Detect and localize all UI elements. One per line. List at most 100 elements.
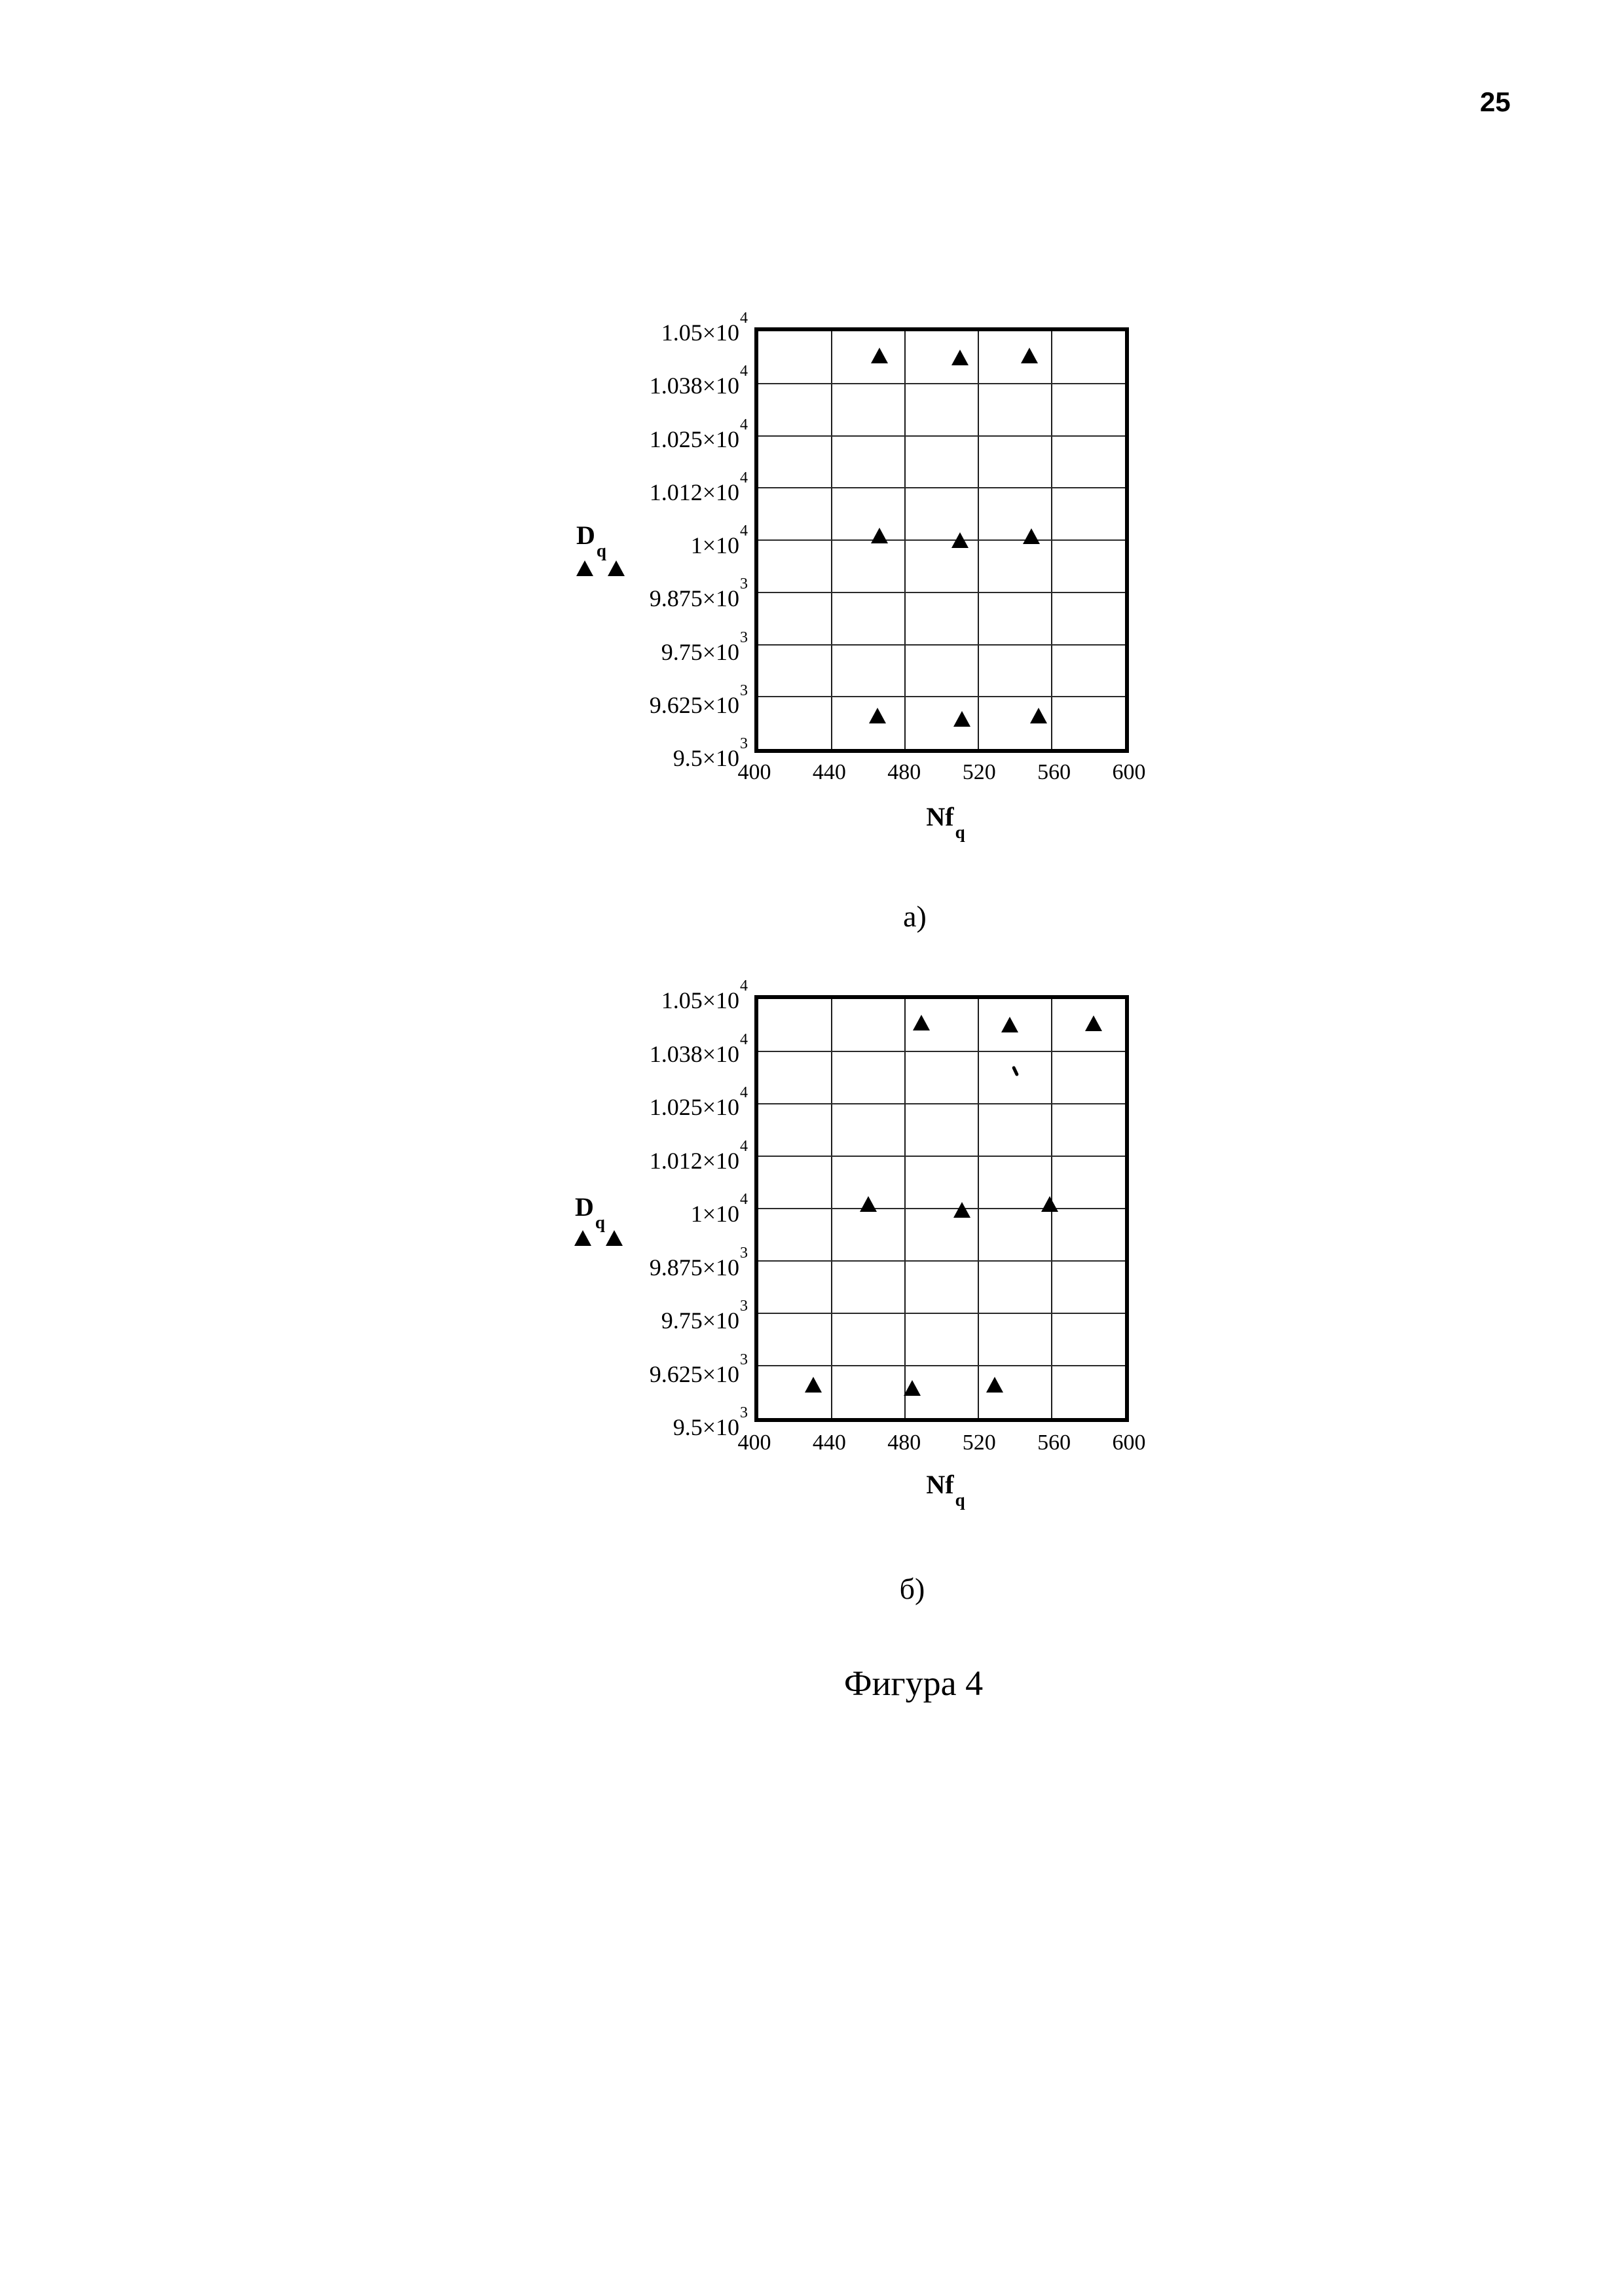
- y-tick-exponent: 3: [740, 735, 748, 752]
- y-tick-exponent: 4: [740, 1137, 748, 1155]
- y-tick-label: 9.875×103: [649, 1245, 748, 1281]
- x-tick-label: 440: [812, 760, 846, 784]
- y-tick-exponent: 4: [740, 1084, 748, 1101]
- y-tick-label: 1.025×104: [650, 1084, 748, 1120]
- y-tick-exponent: 3: [740, 682, 748, 699]
- y-tick-label: 1.012×104: [649, 469, 748, 505]
- y-axis-title-a: Dq: [576, 520, 606, 560]
- figure-caption: Фигура 4: [843, 1664, 984, 1703]
- data-point-triangle: [860, 1195, 877, 1212]
- y-tick-mantissa: 1×10: [690, 532, 739, 558]
- legend-triangle-icon: [576, 560, 593, 576]
- x-axis-tick-labels-a: 400 440 480 520 560 600: [738, 759, 1146, 788]
- y-tick-exponent: 4: [740, 363, 748, 380]
- y-tick-exponent: 3: [740, 1404, 748, 1421]
- data-point-triangle: [1023, 528, 1041, 544]
- y-tick-label: 1.05×104: [661, 977, 748, 1013]
- y-tick-exponent: 4: [740, 1030, 748, 1048]
- y-tick-mantissa: 1.038×10: [649, 373, 739, 399]
- y-tick-mantissa: 1.05×10: [661, 987, 739, 1013]
- y-tick-mantissa: 1.05×10: [661, 319, 739, 346]
- y-tick-mantissa: 1.012×10: [649, 479, 739, 505]
- y-tick-exponent: 4: [740, 310, 748, 327]
- horizontal-gridline: [758, 1365, 1125, 1366]
- y-tick-mantissa: 9.875×10: [649, 585, 739, 612]
- page-number: 25: [1480, 86, 1511, 117]
- data-point-triangle: [870, 527, 888, 543]
- y-tick-exponent: 4: [740, 1191, 748, 1208]
- y-tick-mantissa: 1×10: [690, 1201, 739, 1227]
- data-point-triangle: [1030, 708, 1048, 724]
- horizontal-gridline: [758, 1103, 1125, 1104]
- y-tick-label: 9.625×103: [650, 682, 748, 718]
- data-point-triangle: [1021, 348, 1039, 364]
- data-point-triangle: [951, 349, 969, 365]
- y-tick-label: 9.5×103: [673, 735, 748, 771]
- y-tick-exponent: 3: [740, 1244, 748, 1262]
- y-axis-title-text: D: [575, 1192, 594, 1222]
- horizontal-gridline: [758, 591, 1125, 593]
- x-axis-title-text: Nf: [926, 1470, 954, 1499]
- y-tick-label: 1.012×104: [649, 1138, 748, 1174]
- x-tick-label: 520: [962, 1430, 996, 1455]
- horizontal-gridline: [758, 435, 1125, 437]
- horizontal-gridline: [758, 696, 1125, 698]
- y-tick-label: 9.625×103: [650, 1351, 748, 1387]
- y-tick-mantissa: 1.012×10: [649, 1147, 739, 1174]
- subfigure-label-b: б): [899, 1572, 925, 1605]
- x-axis-title-b: Nfq: [926, 1469, 965, 1510]
- y-tick-exponent: 3: [740, 629, 748, 646]
- horizontal-gridline: [758, 382, 1125, 384]
- x-axis-title-subscript: q: [955, 1490, 965, 1510]
- y-tick-mantissa: 9.875×10: [649, 1254, 739, 1281]
- y-tick-label: 1.038×104: [650, 1031, 748, 1067]
- y-tick-label: 9.75×103: [661, 629, 748, 665]
- x-tick-label: 480: [887, 1430, 921, 1455]
- y-tick-exponent: 3: [740, 1351, 748, 1368]
- legend-triangle-icon: [608, 560, 625, 576]
- plot-area-b: [754, 995, 1129, 1422]
- x-tick-label: 480: [887, 760, 921, 784]
- y-tick-mantissa: 9.75×10: [661, 1307, 739, 1334]
- horizontal-gridline: [758, 1260, 1125, 1262]
- x-tick-label: 520: [962, 760, 996, 784]
- y-axis-title-subscript: q: [596, 541, 606, 560]
- x-tick-label: 400: [737, 760, 771, 784]
- y-tick-exponent: 3: [740, 575, 748, 593]
- data-point-triangle: [953, 711, 970, 727]
- y-tick-label: 1.05×104: [661, 310, 748, 346]
- data-point-triangle: [913, 1015, 931, 1031]
- y-tick-mantissa: 9.5×10: [673, 745, 739, 771]
- y-tick-label: 9.875×103: [649, 575, 748, 612]
- plot-area-a: [754, 327, 1129, 753]
- x-tick-label: 560: [1037, 760, 1071, 784]
- y-tick-label: 1.025×104: [649, 416, 748, 452]
- subfigure-label-a: а): [903, 900, 927, 933]
- y-tick-label: 9.75×103: [661, 1298, 748, 1334]
- legend-triangle-icon: [606, 1230, 623, 1246]
- data-point-triangle: [986, 1377, 1004, 1393]
- data-point-triangle: [1001, 1016, 1018, 1032]
- x-tick-label: 600: [1112, 760, 1146, 784]
- y-tick-label: 1×104: [690, 522, 748, 558]
- data-point-triangle: [805, 1377, 822, 1393]
- data-point-triangle: [904, 1380, 921, 1396]
- legend-triangle-icon: [574, 1230, 591, 1246]
- horizontal-gridline: [758, 1313, 1125, 1314]
- y-axis-title-subscript: q: [595, 1212, 605, 1232]
- horizontal-gridline: [758, 1051, 1125, 1052]
- x-tick-label: 400: [737, 1430, 771, 1455]
- y-tick-exponent: 4: [740, 522, 748, 539]
- x-tick-label: 440: [812, 1430, 846, 1455]
- horizontal-gridline: [758, 487, 1125, 489]
- data-point-triangle: [1041, 1196, 1059, 1212]
- y-tick-mantissa: 9.5×10: [673, 1414, 739, 1440]
- data-point-triangle: [953, 1201, 970, 1218]
- horizontal-gridline: [758, 1156, 1125, 1157]
- y-tick-label: 1×104: [690, 1191, 748, 1227]
- y-tick-mantissa: 9.75×10: [661, 638, 739, 665]
- y-tick-mantissa: 1.025×10: [649, 426, 739, 452]
- y-tick-exponent: 4: [740, 416, 748, 433]
- horizontal-gridline: [758, 644, 1125, 646]
